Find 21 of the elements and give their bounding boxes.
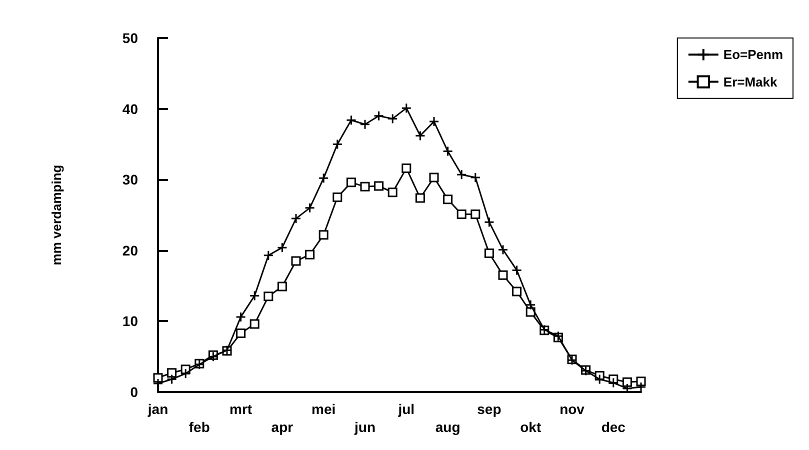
- y-tick-label: 10: [122, 313, 138, 330]
- x-tick-label: jan: [146, 401, 168, 417]
- y-tick-label: 20: [122, 242, 138, 258]
- x-tick-label: dec: [601, 419, 626, 435]
- x-tick-label: sep: [477, 401, 502, 417]
- x-tick-label: mrt: [230, 401, 252, 417]
- y-tick-label: 30: [122, 172, 138, 188]
- x-tick-label: jun: [354, 419, 376, 435]
- y-axis-title: mm verdamping: [49, 164, 64, 266]
- legend-label: Eo=Penm: [723, 47, 784, 62]
- x-tick-label: aug: [435, 419, 460, 435]
- x-tick-label: nov: [560, 401, 585, 417]
- y-tick-label: 50: [122, 30, 138, 46]
- x-tick-label: jul: [397, 401, 415, 417]
- x-tick-label: feb: [188, 419, 210, 435]
- x-tick-label: okt: [520, 419, 542, 435]
- x-tick-label: mei: [312, 401, 336, 417]
- y-tick-label: 40: [122, 100, 138, 117]
- y-tick-label: 0: [130, 384, 138, 400]
- legend-label: Er=Makk: [723, 74, 778, 90]
- x-tick-label: apr: [271, 419, 294, 435]
